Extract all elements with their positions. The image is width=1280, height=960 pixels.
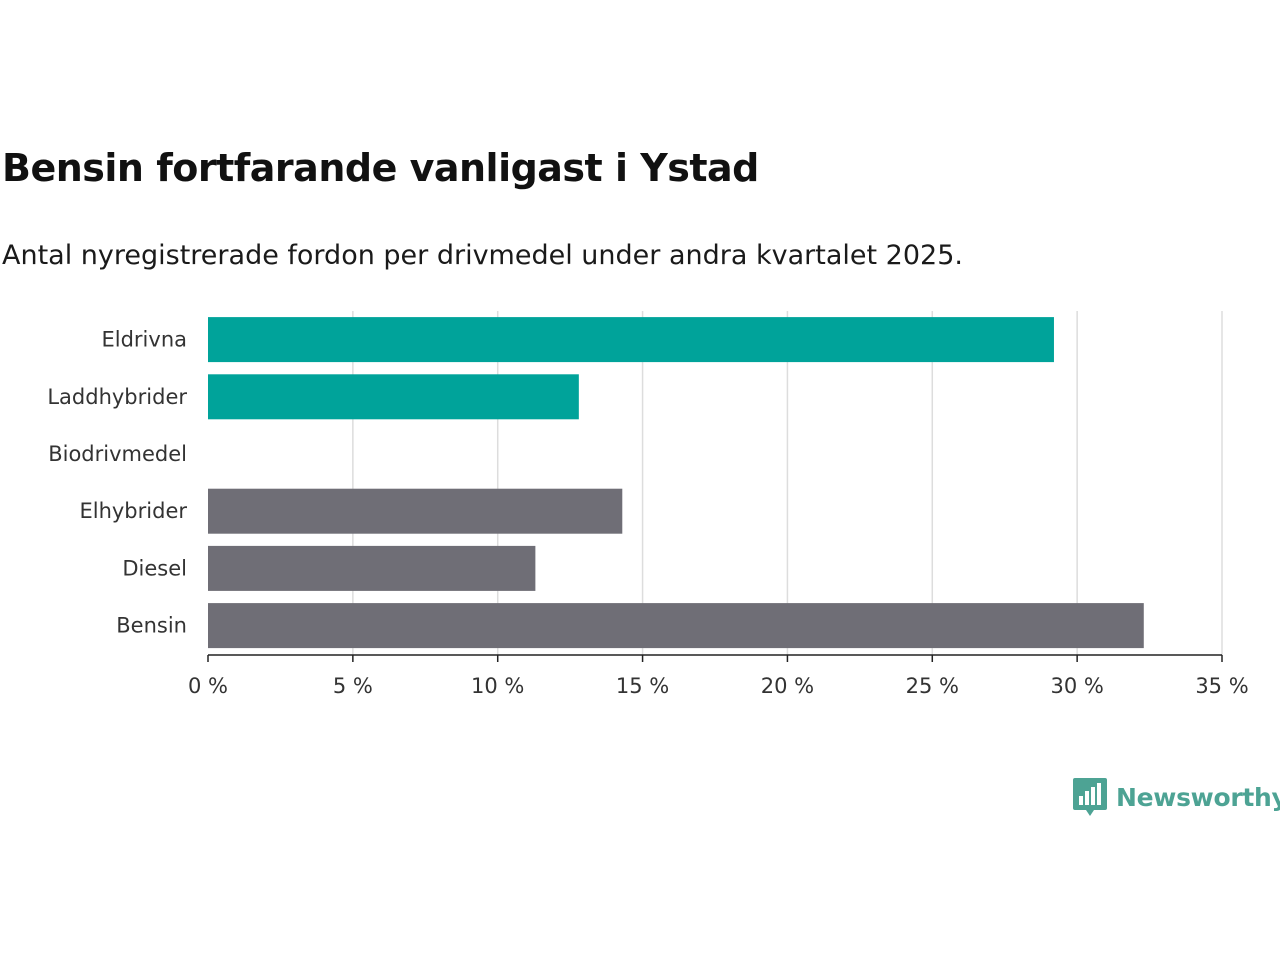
bar-chart: Eldrivna Laddhybrider Biodrivmedel Elhybrid…	[47, 311, 1249, 698]
newsworthy-logo: Newsworthy	[1072, 776, 1280, 818]
x-tick-label: 10 %	[471, 674, 524, 698]
bar-bensin	[208, 603, 1144, 649]
bars	[208, 317, 1144, 649]
chart-subtitle: Antal nyregistrerade fordon per drivmede…	[2, 240, 963, 271]
x-axis: 0 % 5 % 10 % 15 % 20 % 25 % 30 % 35 %	[188, 654, 1249, 698]
logo-text: Newsworthy	[1116, 782, 1280, 812]
bar-laddhybrider	[208, 374, 579, 420]
bar-eldrivna	[208, 317, 1054, 363]
x-tick-label: 5 %	[333, 674, 373, 698]
category-label: Diesel	[122, 556, 187, 580]
grid-lines	[352, 311, 1223, 655]
x-tick-label: 25 %	[906, 674, 959, 698]
x-tick-label: 35 %	[1195, 674, 1248, 698]
category-labels: Eldrivna Laddhybrider Biodrivmedel Elhybrid…	[47, 328, 187, 638]
x-tick-label: 20 %	[761, 674, 814, 698]
category-label: Eldrivna	[101, 328, 187, 352]
x-tick-label: 0 %	[188, 674, 228, 698]
category-label: Elhybrider	[79, 499, 187, 523]
x-tick-label: 15 %	[616, 674, 669, 698]
bar-diesel	[208, 545, 536, 591]
chart-title: Bensin fortfarande vanligast i Ystad	[2, 146, 759, 190]
bar-chart-speech-bubble-icon	[1073, 778, 1107, 816]
x-tick-label: 30 %	[1050, 674, 1103, 698]
category-label: Biodrivmedel	[48, 442, 187, 466]
category-label: Laddhybrider	[47, 385, 187, 409]
category-label: Bensin	[116, 614, 187, 638]
bar-elhybrider	[208, 488, 623, 534]
